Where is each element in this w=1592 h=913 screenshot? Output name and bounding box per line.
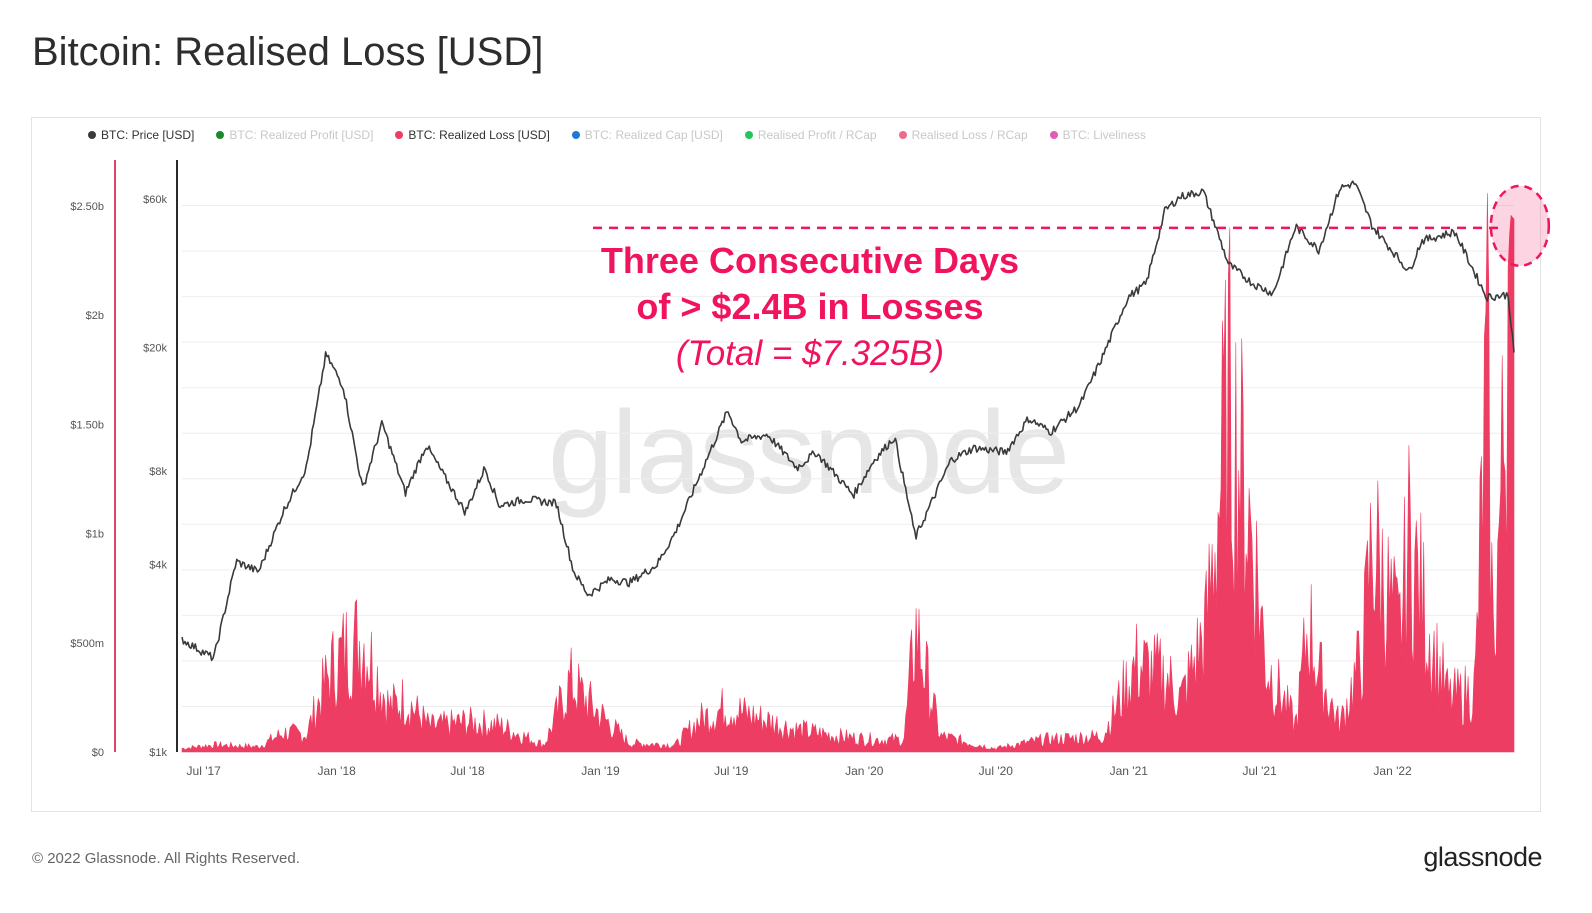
x-tick-label: Jan '21	[1110, 764, 1149, 778]
y-price-tick-label: $8k	[149, 466, 167, 478]
loss-area-layer	[181, 193, 1515, 753]
annotation-layer	[593, 184, 1551, 268]
y-price-tick-label: $1k	[149, 747, 167, 759]
legend-dot-icon	[898, 131, 907, 139]
annotation-line-3: (Total = $7.325B)	[675, 334, 945, 373]
axes: $0 $500m $1b $1.50b $2b $2.50b $1k $4k $8k $20k $6…	[70, 160, 1412, 778]
x-tick-label: Jul '19	[714, 764, 749, 778]
legend-label: BTC: Realized Cap [USD]	[584, 128, 723, 142]
legend-dot-icon	[88, 131, 96, 139]
x-tick-label: Jan '20	[845, 764, 884, 778]
legend-label: BTC: Realized Profit [USD]	[229, 128, 374, 142]
annotation-line-2: of > $2.4B in Losses	[636, 286, 984, 327]
legend-item-realized-cap[interactable]: BTC: Realized Cap [USD]	[571, 128, 723, 142]
legend-label: BTC: Price [USD]	[101, 128, 195, 142]
legend-item-realized-profit[interactable]: BTC: Realized Profit [USD]	[216, 128, 373, 142]
legend-item-price[interactable]: BTC: Price [USD]	[88, 128, 194, 142]
realized-loss-area	[181, 193, 1515, 753]
x-tick-label: Jan '22	[1373, 764, 1412, 778]
y-left-tick-label: $500m	[70, 638, 104, 650]
y-price-tick-label: $60k	[143, 194, 167, 206]
y-left-tick-label: $1b	[86, 529, 104, 541]
legend-item-liveliness[interactable]: BTC: Liveliness	[1049, 128, 1146, 142]
legend-item-profit-rcap[interactable]: Realised Profit / RCap	[744, 128, 877, 142]
x-tick-label: Jan '19	[581, 764, 620, 778]
y-left-tick-label: $2.50b	[70, 201, 104, 213]
legend-label: BTC: Liveliness	[1062, 128, 1146, 142]
footer-logo: glassnode	[1423, 842, 1542, 872]
x-tick-label: Jul '20	[979, 764, 1014, 778]
y-price-tick-label: $4k	[149, 560, 167, 572]
y-left-tick-label: $1.50b	[70, 419, 104, 431]
chart-frame	[31, 117, 1541, 812]
page-title: Bitcoin: Realised Loss [USD]	[32, 30, 544, 74]
legend-dot-icon	[744, 131, 753, 139]
legend-dot-icon	[395, 131, 404, 139]
highlight-circle	[1489, 184, 1551, 268]
legend-label: BTC: Realized Loss [USD]	[408, 128, 550, 142]
y-left-tick-label: $0	[92, 747, 104, 759]
footer-copyright: © 2022 Glassnode. All Rights Reserved.	[32, 850, 300, 867]
x-tick-label: Jan '18	[318, 764, 357, 778]
btc-price-line	[181, 180, 1515, 662]
legend-dot-icon	[216, 131, 225, 139]
x-tick-label: Jul '21	[1242, 764, 1277, 778]
y-left-tick-label: $2b	[86, 310, 104, 322]
y-price-tick-label: $20k	[143, 342, 167, 354]
annotation-line-1: Three Consecutive Days	[600, 240, 1020, 281]
legend-dot-icon	[571, 131, 580, 139]
legend-item-realized-loss[interactable]: BTC: Realized Loss [USD]	[395, 128, 550, 142]
legend-label: Realised Loss / RCap	[911, 128, 1028, 142]
price-line-layer	[181, 180, 1515, 662]
legend: BTC: Price [USD] BTC: Realized Profit [U…	[88, 128, 1146, 142]
legend-dot-icon	[1049, 131, 1058, 139]
legend-item-loss-rcap[interactable]: Realised Loss / RCap	[898, 128, 1028, 142]
watermark: glassnode	[548, 387, 1070, 519]
x-tick-label: Jul '17	[187, 764, 222, 778]
x-tick-label: Jul '18	[450, 764, 485, 778]
legend-label: Realised Profit / RCap	[757, 128, 877, 142]
